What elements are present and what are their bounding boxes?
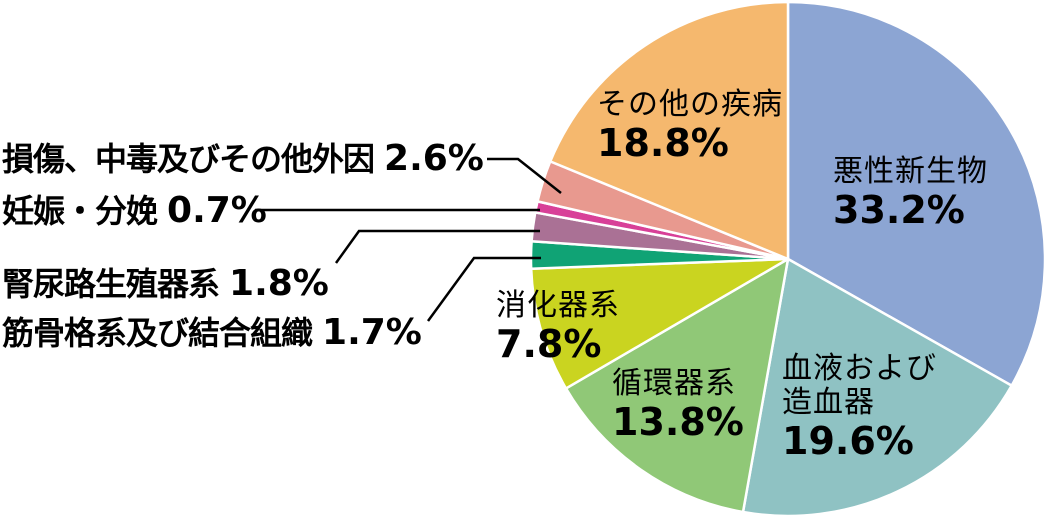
ext-label-value: 1.8%	[229, 263, 329, 304]
slice-label-value: 7.8%	[496, 322, 602, 366]
slice-label-circulatory: 循環器系 13.8%	[612, 366, 744, 444]
ext-label-value: 2.6%	[384, 138, 484, 179]
ext-label-text: 腎尿路生殖器系	[2, 265, 220, 303]
pie-slice-other-diseases	[549, 0, 790, 261]
leader-line-musculoskeletal	[426, 256, 541, 322]
slice-label-value: 33.2%	[833, 188, 965, 232]
slice-label-text: 消化器系	[496, 288, 620, 323]
slice-label-text: 悪性新生物	[833, 154, 988, 189]
pie-slice-circulatory	[564, 257, 790, 514]
slice-label-text: 造血器	[782, 385, 875, 420]
ext-label-text: 筋骨格系及び結合組織	[2, 314, 313, 352]
ext-label-value: 0.7%	[167, 190, 267, 231]
slice-label-text: 血液および	[782, 351, 937, 386]
slice-label-digestive: 消化器系 7.8%	[496, 288, 620, 366]
slice-label-value: 13.8%	[612, 400, 744, 444]
slice-label-other-diseases: その他の疾病 18.8%	[597, 87, 783, 165]
ext-label-text: 損傷、中毒及びその他外因	[2, 140, 375, 178]
slice-label-text: 循環器系	[612, 366, 736, 401]
pie-slice-malignant-neoplasms	[786, 0, 1047, 387]
pie-slice-digestive	[529, 257, 790, 390]
ext-label-genitourinary: 腎尿路生殖器系 1.8%	[2, 264, 329, 304]
ext-label-text: 妊娠・分娩	[2, 192, 158, 230]
leader-line-genitourinary	[334, 229, 540, 264]
ext-label-pregnancy-childbirth: 妊娠・分娩 0.7%	[2, 191, 267, 231]
slice-label-value: 19.6%	[782, 419, 914, 463]
slice-label-value: 18.8%	[597, 121, 729, 165]
ext-label-value: 1.7%	[322, 312, 422, 353]
slice-label-blood-hematopoietic: 血液および 造血器 19.6%	[782, 351, 937, 463]
pie-slice-blood-hematopoietic	[741, 257, 1013, 518]
slice-label-malignant-neoplasms: 悪性新生物 33.2%	[833, 154, 988, 232]
ext-label-musculoskeletal: 筋骨格系及び結合組織 1.7%	[2, 313, 422, 353]
slice-label-text: その他の疾病	[597, 87, 783, 122]
leader-lines-group	[255, 157, 562, 322]
ext-label-injury-poisoning: 損傷、中毒及びその他外因 2.6%	[2, 139, 484, 179]
pie-slices-group	[529, 0, 1047, 518]
leader-line-injury-poisoning	[487, 157, 562, 194]
